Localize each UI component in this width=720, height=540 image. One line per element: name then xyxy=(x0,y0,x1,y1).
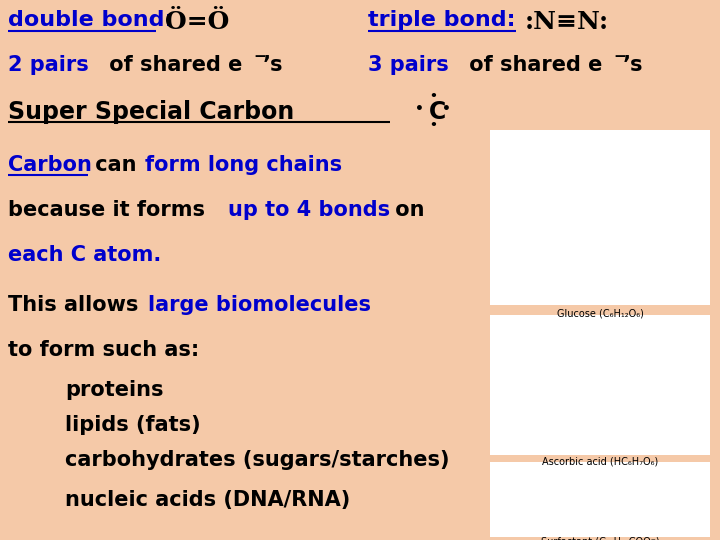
Text: form long chains: form long chains xyxy=(145,155,342,175)
Text: can: can xyxy=(88,155,144,175)
Text: −: − xyxy=(253,49,266,64)
Text: This allows: This allows xyxy=(8,295,145,315)
Text: large biomolecules: large biomolecules xyxy=(148,295,371,315)
Text: carbohydrates (sugars/starches): carbohydrates (sugars/starches) xyxy=(65,450,449,470)
Text: Glucose (C₆H₁₂O₆): Glucose (C₆H₁₂O₆) xyxy=(557,308,644,318)
Text: on: on xyxy=(388,200,425,220)
FancyBboxPatch shape xyxy=(490,315,710,455)
Text: C: C xyxy=(429,100,446,124)
Text: Super Special Carbon: Super Special Carbon xyxy=(8,100,294,124)
Text: Ö=Ö: Ö=Ö xyxy=(165,10,230,34)
Text: of shared e: of shared e xyxy=(102,55,243,75)
Text: nucleic acids (DNA/RNA): nucleic acids (DNA/RNA) xyxy=(65,490,350,510)
Text: double bond:: double bond: xyxy=(8,10,174,30)
Text: Surfactant (C₁₇H₃₅COO⁻): Surfactant (C₁₇H₃₅COO⁻) xyxy=(541,537,660,540)
Text: −: − xyxy=(613,49,626,64)
Text: ’s: ’s xyxy=(263,55,284,75)
Text: :N≡N:: :N≡N: xyxy=(525,10,609,34)
Text: 3 pairs: 3 pairs xyxy=(368,55,449,75)
Text: Ascorbic acid (HC₆H₇O₆): Ascorbic acid (HC₆H₇O₆) xyxy=(542,457,658,467)
Text: •: • xyxy=(429,119,437,132)
Text: ’s: ’s xyxy=(623,55,644,75)
Text: triple bond:: triple bond: xyxy=(368,10,516,30)
Text: lipids (fats): lipids (fats) xyxy=(65,415,201,435)
Text: •: • xyxy=(442,102,451,116)
Text: up to 4 bonds: up to 4 bonds xyxy=(228,200,390,220)
Text: to form such as:: to form such as: xyxy=(8,340,199,360)
Text: Carbon: Carbon xyxy=(8,155,92,175)
FancyBboxPatch shape xyxy=(490,130,710,305)
Text: proteins: proteins xyxy=(65,380,163,400)
Text: 2 pairs: 2 pairs xyxy=(8,55,89,75)
Text: •: • xyxy=(429,90,437,103)
Text: •: • xyxy=(415,102,424,116)
Text: because it forms: because it forms xyxy=(8,200,212,220)
Text: each C atom.: each C atom. xyxy=(8,245,161,265)
FancyBboxPatch shape xyxy=(490,462,710,537)
Text: of shared e: of shared e xyxy=(462,55,603,75)
